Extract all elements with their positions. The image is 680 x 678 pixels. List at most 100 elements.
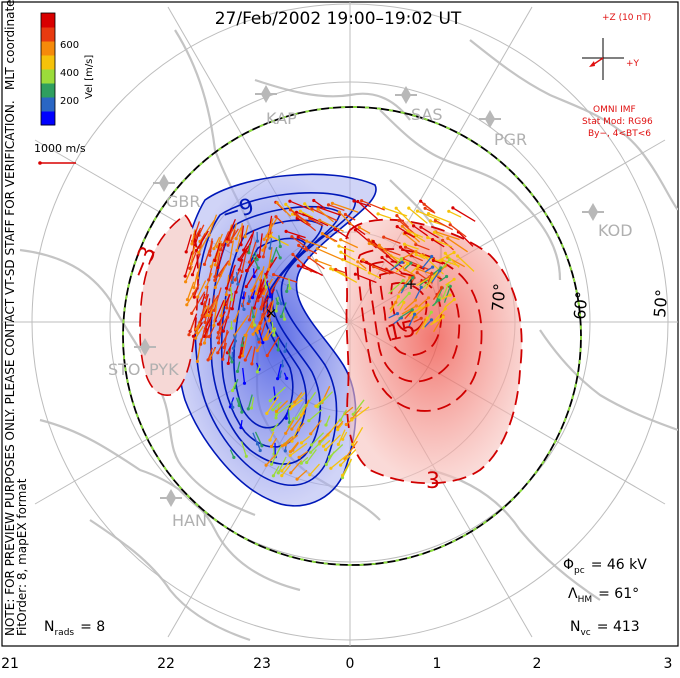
- imf-by-label: +Y: [626, 59, 640, 69]
- velocity-vector-dot: [259, 322, 262, 325]
- velocity-vector-dot: [331, 202, 334, 205]
- velocity-vector-dot: [268, 293, 271, 296]
- velocity-vector-dot: [309, 432, 312, 435]
- velocity-vector-dot: [285, 230, 288, 233]
- velocity-vector-dot: [317, 208, 320, 211]
- colorbar-tick-400: 400: [60, 68, 79, 79]
- velocity-vector-dot: [242, 308, 245, 311]
- velocity-vector-dot: [451, 206, 454, 209]
- velocity-vector-dot: [205, 314, 208, 317]
- colorbar-swatch: [41, 13, 55, 28]
- velocity-vector-dot: [250, 362, 253, 365]
- velocity-vector-dot: [407, 229, 410, 232]
- stat-nvc-value: = 413: [597, 619, 640, 635]
- velocity-vector-dot: [429, 219, 432, 222]
- velocity-vector-dot: [411, 308, 414, 311]
- velocity-vector-dot: [337, 245, 340, 248]
- velocity-vector-dot: [213, 259, 216, 262]
- velocity-vector-dot: [279, 245, 282, 248]
- velocity-vector-dot: [339, 238, 342, 241]
- velocity-vector-dot: [230, 360, 233, 363]
- velocity-vector-dot: [230, 298, 233, 301]
- velocity-vector-dot: [277, 471, 280, 474]
- velocity-vector-dot: [280, 315, 283, 318]
- velocity-vector-dot: [419, 200, 422, 203]
- velocity-vector-dot: [275, 410, 278, 413]
- velocity-vector-dot: [265, 286, 268, 289]
- velocity-vector-dot: [395, 207, 398, 210]
- velocity-vector-dot: [225, 306, 228, 309]
- velocity-vector-dot: [296, 214, 299, 217]
- velocity-vector-dot: [280, 302, 283, 305]
- velocity-vector-dot: [256, 240, 259, 243]
- velocity-vector-dot: [279, 256, 282, 259]
- velocity-vector-dot: [397, 219, 400, 222]
- velocity-vector-dot: [327, 203, 330, 206]
- velocity-vector-dot: [184, 275, 187, 278]
- velocity-vector-dot: [253, 324, 256, 327]
- velocity-vector-dot: [241, 270, 244, 273]
- velocity-vector-dot: [407, 207, 410, 210]
- velocity-vector-dot: [296, 478, 299, 481]
- velocity-vector-dot: [222, 330, 225, 333]
- velocity-vector-dot: [291, 253, 294, 256]
- velocity-vector-dot: [212, 324, 215, 327]
- velocity-vector-dot: [350, 418, 353, 421]
- mlt-tick-1: 1: [433, 656, 442, 672]
- velocity-vector-dot: [285, 417, 288, 420]
- velocity-vector-dot: [250, 289, 253, 292]
- velocity-vector-dot: [223, 346, 226, 349]
- velocity-vector-dot: [280, 474, 283, 477]
- colorbar-swatches: [41, 13, 55, 126]
- velocity-vector-dot: [430, 255, 433, 258]
- velocity-vector-dot: [257, 296, 260, 299]
- velocity-vector-dot: [308, 473, 311, 476]
- velocity-vector-dot: [412, 224, 415, 227]
- station-pyk: PYK: [149, 360, 179, 379]
- velocity-vector-dot: [252, 315, 255, 318]
- station-label-han: HAN: [172, 511, 207, 530]
- velocity-vector-dot: [270, 259, 273, 262]
- velocity-vector-dot: [439, 266, 442, 269]
- velocity-vector-dot: [261, 249, 264, 252]
- velocity-vector-dot: [324, 448, 327, 451]
- velocity-vector-dot: [415, 253, 418, 256]
- velocity-vector-dot: [289, 471, 292, 474]
- velocity-vector-dot: [236, 370, 239, 373]
- lat-label-50: 50°: [650, 288, 671, 318]
- velocity-vector-dot: [231, 281, 234, 284]
- velocity-vector-dot: [399, 246, 402, 249]
- potential-min-marker: ×: [265, 304, 278, 322]
- velocity-vector-dot: [290, 428, 293, 431]
- velocity-vector-dot: [272, 329, 275, 332]
- velocity-vector-dot: [258, 255, 261, 258]
- colorbar-swatch: [41, 83, 55, 98]
- stat-nrads-symbol: N: [44, 619, 54, 635]
- velocity-vector-dot: [448, 258, 451, 261]
- velocity-vector-dot: [365, 261, 368, 264]
- velocity-vector-dot: [361, 258, 364, 261]
- station-label-sas: SAS: [411, 105, 443, 124]
- velocity-vector-dot: [256, 258, 259, 261]
- velocity-vector-dot: [285, 377, 288, 380]
- velocity-vector-dot: [423, 203, 426, 206]
- velocity-vector-dot: [271, 408, 274, 411]
- station-label-pyk: PYK: [149, 360, 179, 379]
- velocity-vector-dot: [396, 312, 399, 315]
- velocity-vector-dot: [300, 462, 303, 465]
- velocity-vector-dot: [283, 318, 286, 321]
- velocity-vector-dot: [401, 225, 404, 228]
- velocity-vector-dot: [280, 469, 283, 472]
- velocity-vector-dot: [267, 268, 270, 271]
- velocity-vector-dot: [208, 335, 211, 338]
- velocity-vector-dot: [445, 275, 448, 278]
- velocity-vector-dot: [245, 455, 248, 458]
- velocity-vector-dot: [196, 276, 199, 279]
- velocity-vector-dot: [230, 327, 233, 330]
- velocity-vector-dot: [268, 439, 271, 442]
- velocity-vector-dot: [329, 467, 332, 470]
- velocity-vector-dot: [240, 411, 243, 414]
- mlt-axis: 21 22 23 0 1 2 3: [1, 656, 672, 672]
- velocity-vector-dot: [195, 331, 198, 334]
- velocity-vector-dot: [404, 246, 407, 249]
